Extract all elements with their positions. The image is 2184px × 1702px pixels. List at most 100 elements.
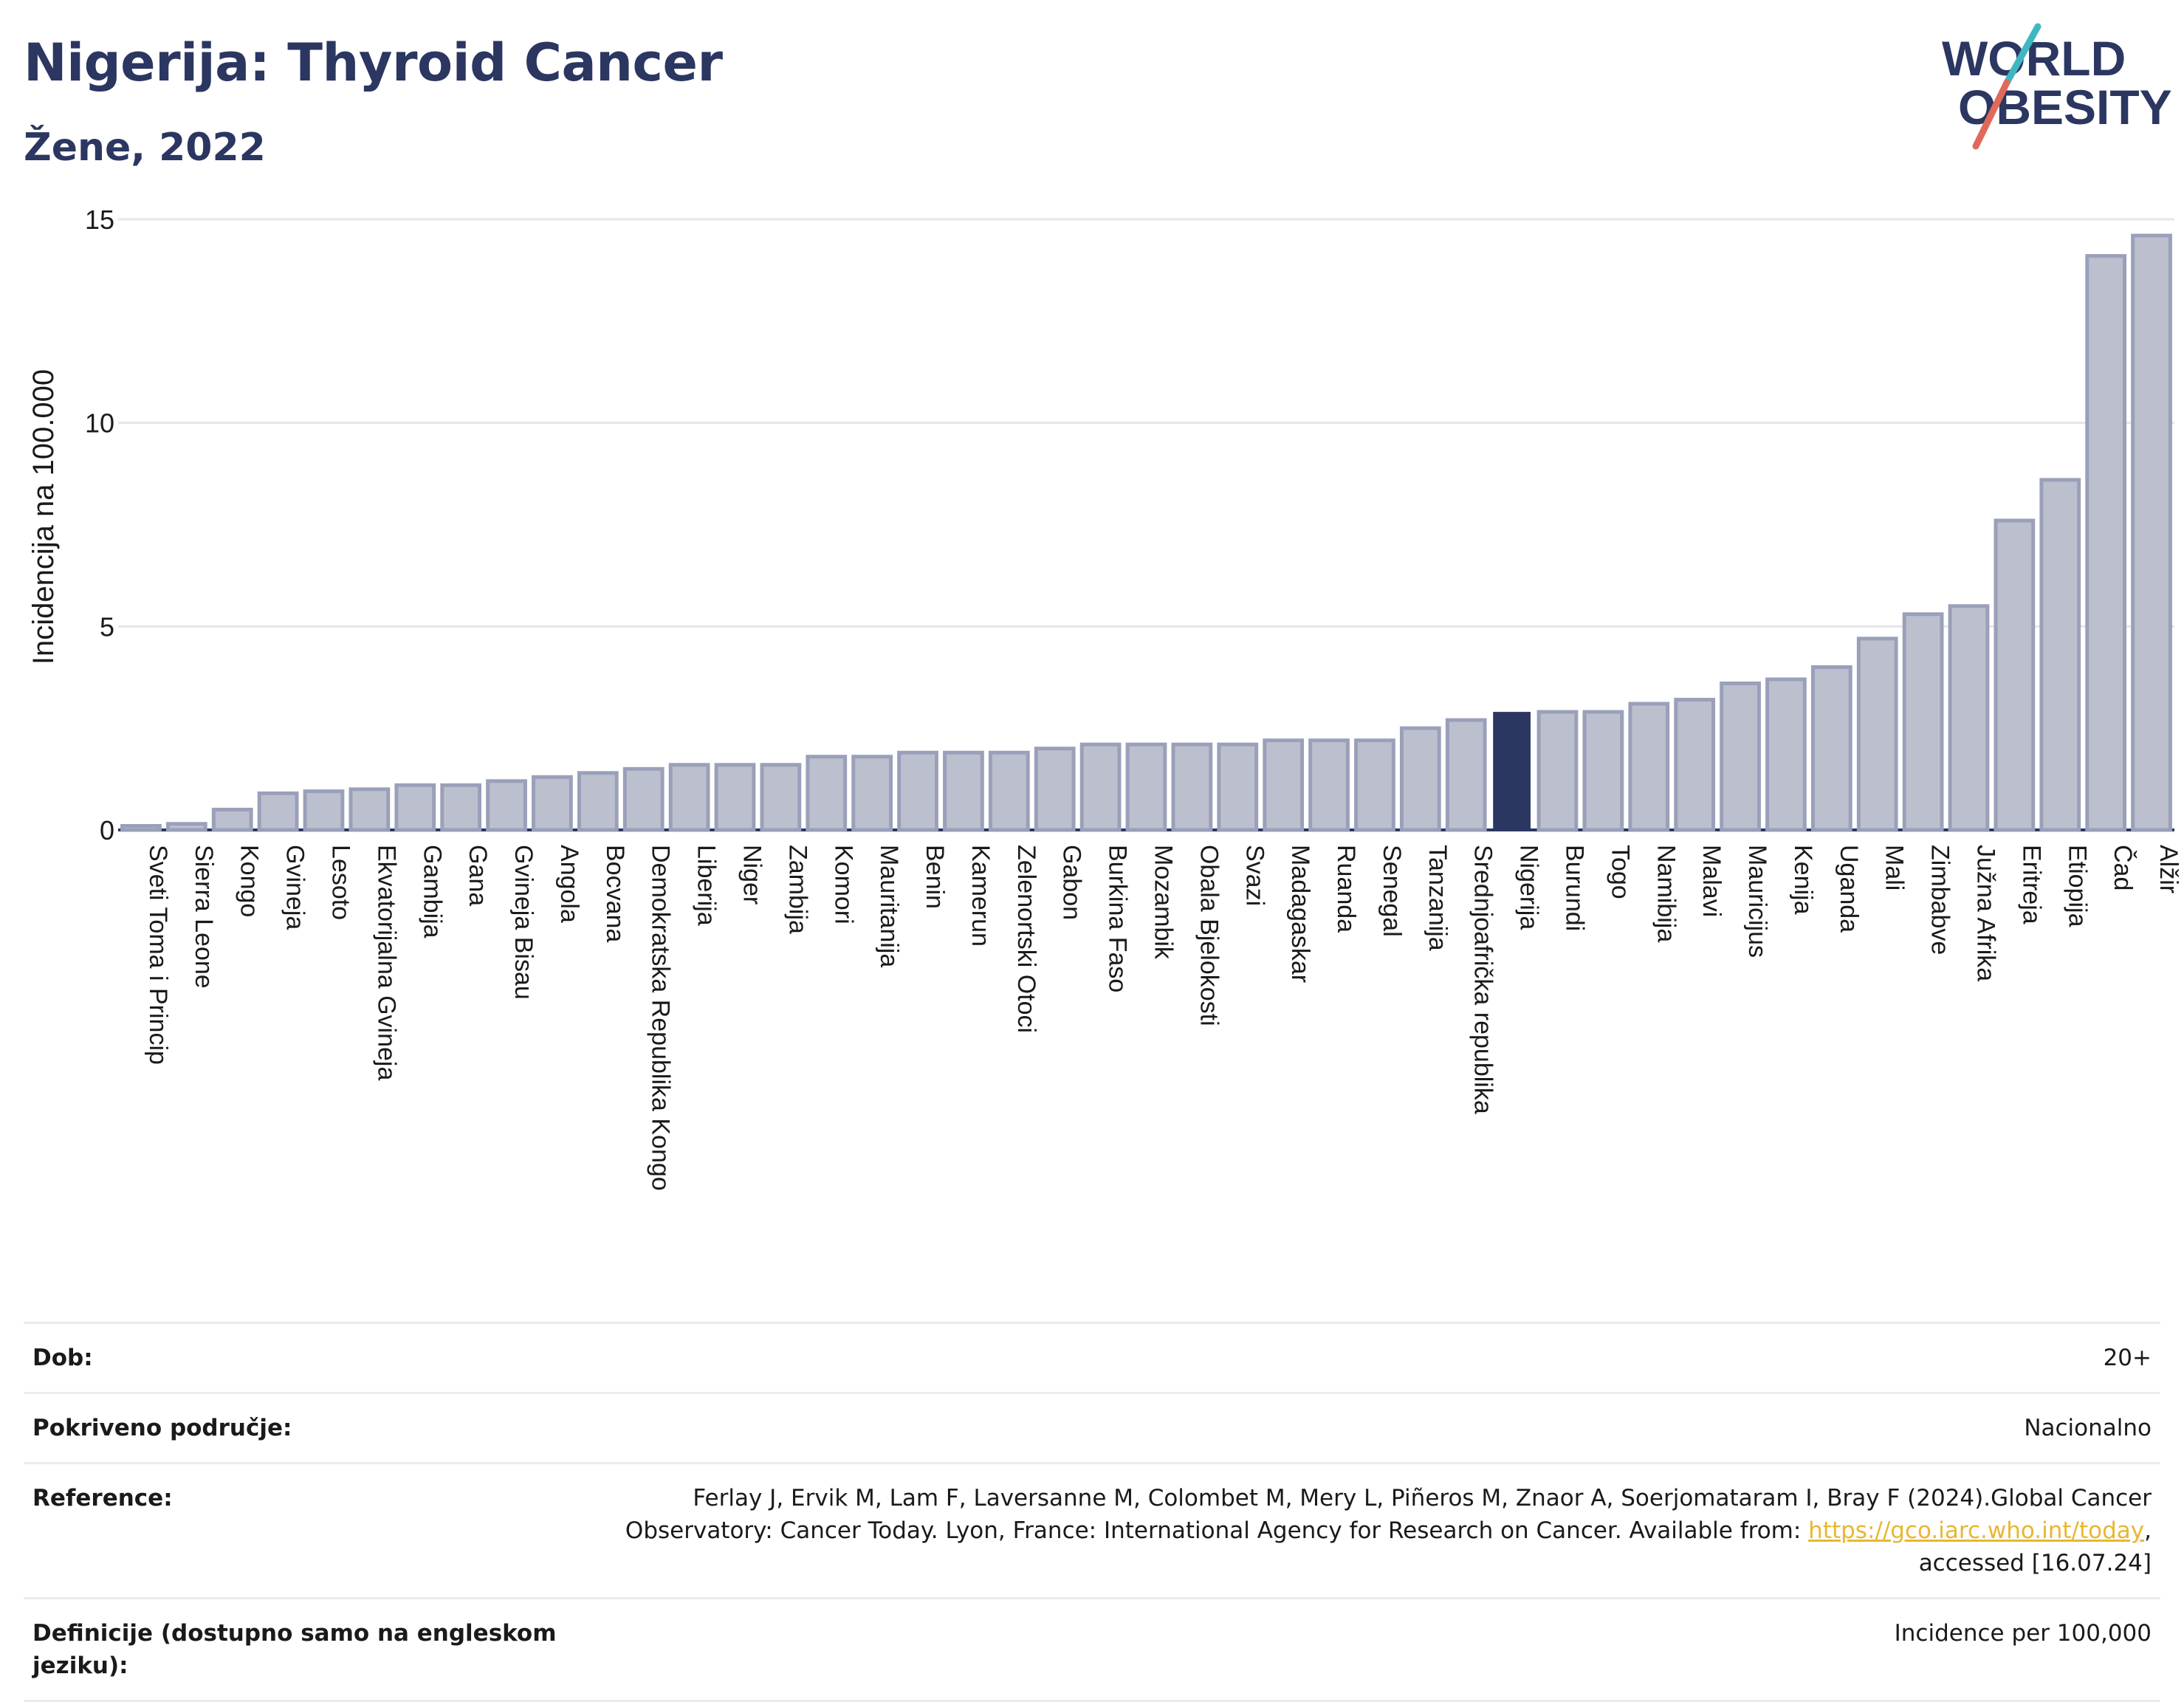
x-tick-label: Mali — [1881, 845, 1909, 891]
bar — [120, 823, 162, 832]
x-tick-label: Nigerija — [1515, 845, 1543, 930]
reference-text: Ferlay J, Ervik M, Lam F, Laversanne M, … — [625, 1485, 2152, 1544]
logo-line-2: OBESITY — [1958, 80, 2171, 134]
reference-link[interactable]: https://gco.iarc.who.int/today — [1808, 1517, 2145, 1544]
x-tick-label: Mauritanija — [875, 845, 903, 967]
x-tick-label: Uganda — [1835, 845, 1863, 933]
bar — [668, 763, 710, 832]
bar — [348, 787, 391, 832]
bar — [2039, 478, 2081, 832]
bar — [165, 822, 207, 832]
bar-chart: 0 5 10 15 Incidencija na 100.000 Sveti Toma… — [27, 205, 2183, 1191]
info-row-coverage: Pokriveno područje: Nacionalno — [24, 1392, 2160, 1462]
bar — [1856, 636, 1898, 832]
info-label-coverage: Pokriveno područje: — [32, 1415, 292, 1441]
bar — [1171, 742, 1213, 832]
x-tick-label: Zambija — [783, 845, 811, 934]
x-tick-label: Svazi — [1240, 845, 1268, 906]
bar — [2085, 254, 2127, 832]
y-tick-label: 10 — [85, 408, 114, 439]
x-tick-label: Sierra Leone — [190, 845, 218, 989]
chart-subtitle: Žene, 2022 — [24, 126, 266, 170]
x-tick-label: Senegal — [1378, 845, 1406, 937]
x-tick-labels: Sveti Toma i Princip Sierra Leone Kongo Gvi… — [144, 845, 2183, 1191]
bar — [1308, 738, 1350, 832]
bar — [1354, 738, 1395, 832]
x-tick-label: Kamerun — [966, 845, 995, 947]
x-tick-label: Bocvana — [601, 845, 629, 942]
bar — [257, 791, 299, 832]
x-tick-label: Komori — [829, 845, 857, 924]
chart-area: 0 5 10 15 Incidencija na 100.000 Sveti Toma… — [0, 177, 2184, 1300]
bar — [303, 789, 345, 832]
x-tick-label: Togo — [1606, 845, 1634, 899]
info-value-reference: Ferlay J, Ervik M, Lam F, Laversanne M, … — [601, 1482, 2152, 1579]
x-tick-label: Kenija — [1789, 845, 1817, 915]
bar — [1445, 718, 1487, 832]
x-tick-label: Madagaskar — [1286, 845, 1314, 983]
info-value-coverage: Nacionalno — [2024, 1415, 2152, 1441]
bar — [1536, 710, 1579, 832]
bar — [1720, 682, 1761, 832]
bar — [1217, 742, 1259, 832]
bar — [943, 750, 984, 832]
bar — [1765, 677, 1807, 832]
x-tick-label: Južna Afrika — [1972, 845, 2000, 981]
x-tick-label: Zimbabve — [1926, 845, 1954, 955]
bar — [1125, 742, 1167, 832]
y-axis-label: Incidencija na 100.000 — [27, 369, 60, 665]
x-tick-label: Gana — [464, 845, 492, 906]
bar — [1810, 665, 1852, 832]
info-value-age: 20+ — [2103, 1345, 2152, 1371]
x-tick-label: Burkina Faso — [1104, 845, 1132, 992]
bar — [532, 775, 573, 832]
bar — [1034, 747, 1076, 832]
x-tick-label: Tanzanija — [1424, 845, 1452, 951]
bar — [1674, 698, 1716, 832]
bar — [486, 779, 527, 832]
bars — [120, 233, 2172, 832]
x-tick-label: Čad — [2109, 845, 2137, 891]
bar — [1399, 726, 1441, 832]
x-tick-label: Burundi — [1561, 845, 1589, 931]
x-tick-label: Kongo — [236, 845, 264, 917]
x-tick-label: Etiopija — [2063, 845, 2091, 927]
x-tick-label: Angola — [555, 845, 583, 923]
x-tick-label: Malavi — [1697, 845, 1725, 917]
x-tick-label: Sveti Toma i Princip — [144, 845, 172, 1065]
bar — [851, 755, 893, 832]
bar — [394, 783, 436, 832]
bar — [1948, 604, 1990, 832]
x-tick-label: Srednjoafrička republika — [1469, 845, 1497, 1114]
bar — [897, 750, 938, 832]
x-tick-label: Lesoto — [327, 845, 355, 920]
bar — [714, 763, 756, 832]
chart-title: Nigerija: Thyroid Cancer — [24, 32, 723, 93]
bar — [1902, 612, 1944, 832]
bar — [1628, 701, 1670, 832]
bar — [2131, 233, 2172, 832]
bar — [440, 783, 482, 832]
x-tick-label: Alžir — [2154, 845, 2183, 893]
info-value-definition: Incidence per 100,000 — [1894, 1620, 2152, 1647]
bar — [988, 750, 1030, 832]
info-label-definition: Definicije (dostupno samo na engleskom j… — [32, 1620, 557, 1679]
info-label-reference: Reference: — [32, 1485, 173, 1511]
info-row-definition: Definicije (dostupno samo na engleskom j… — [24, 1597, 2160, 1702]
y-tick-label: 5 — [100, 611, 114, 642]
reference-accessed: , accessed [16.07.24] — [1918, 1517, 2152, 1576]
logo-slash-red — [1972, 79, 2010, 150]
world-obesity-logo: WORLD OBESITY — [1942, 23, 2171, 150]
info-row-reference: Reference: Ferlay J, Ervik M, Lam F, Lav… — [24, 1462, 2160, 1597]
x-tick-label: Ruanda — [1332, 845, 1360, 933]
x-tick-label: Mozambik — [1150, 845, 1178, 960]
x-tick-label: Ekvatorijalna Gvineja — [372, 845, 400, 1080]
x-tick-label: Liberija — [693, 845, 721, 926]
info-label-age: Dob: — [32, 1345, 93, 1371]
x-tick-label: Gvineja — [281, 845, 309, 930]
x-tick-label: Gabon — [1058, 845, 1086, 920]
x-tick-label: Eritreja — [2017, 845, 2045, 924]
bar — [806, 755, 848, 832]
y-tick-label: 15 — [85, 205, 114, 235]
x-tick-label: Mauricijus — [1743, 845, 1771, 958]
